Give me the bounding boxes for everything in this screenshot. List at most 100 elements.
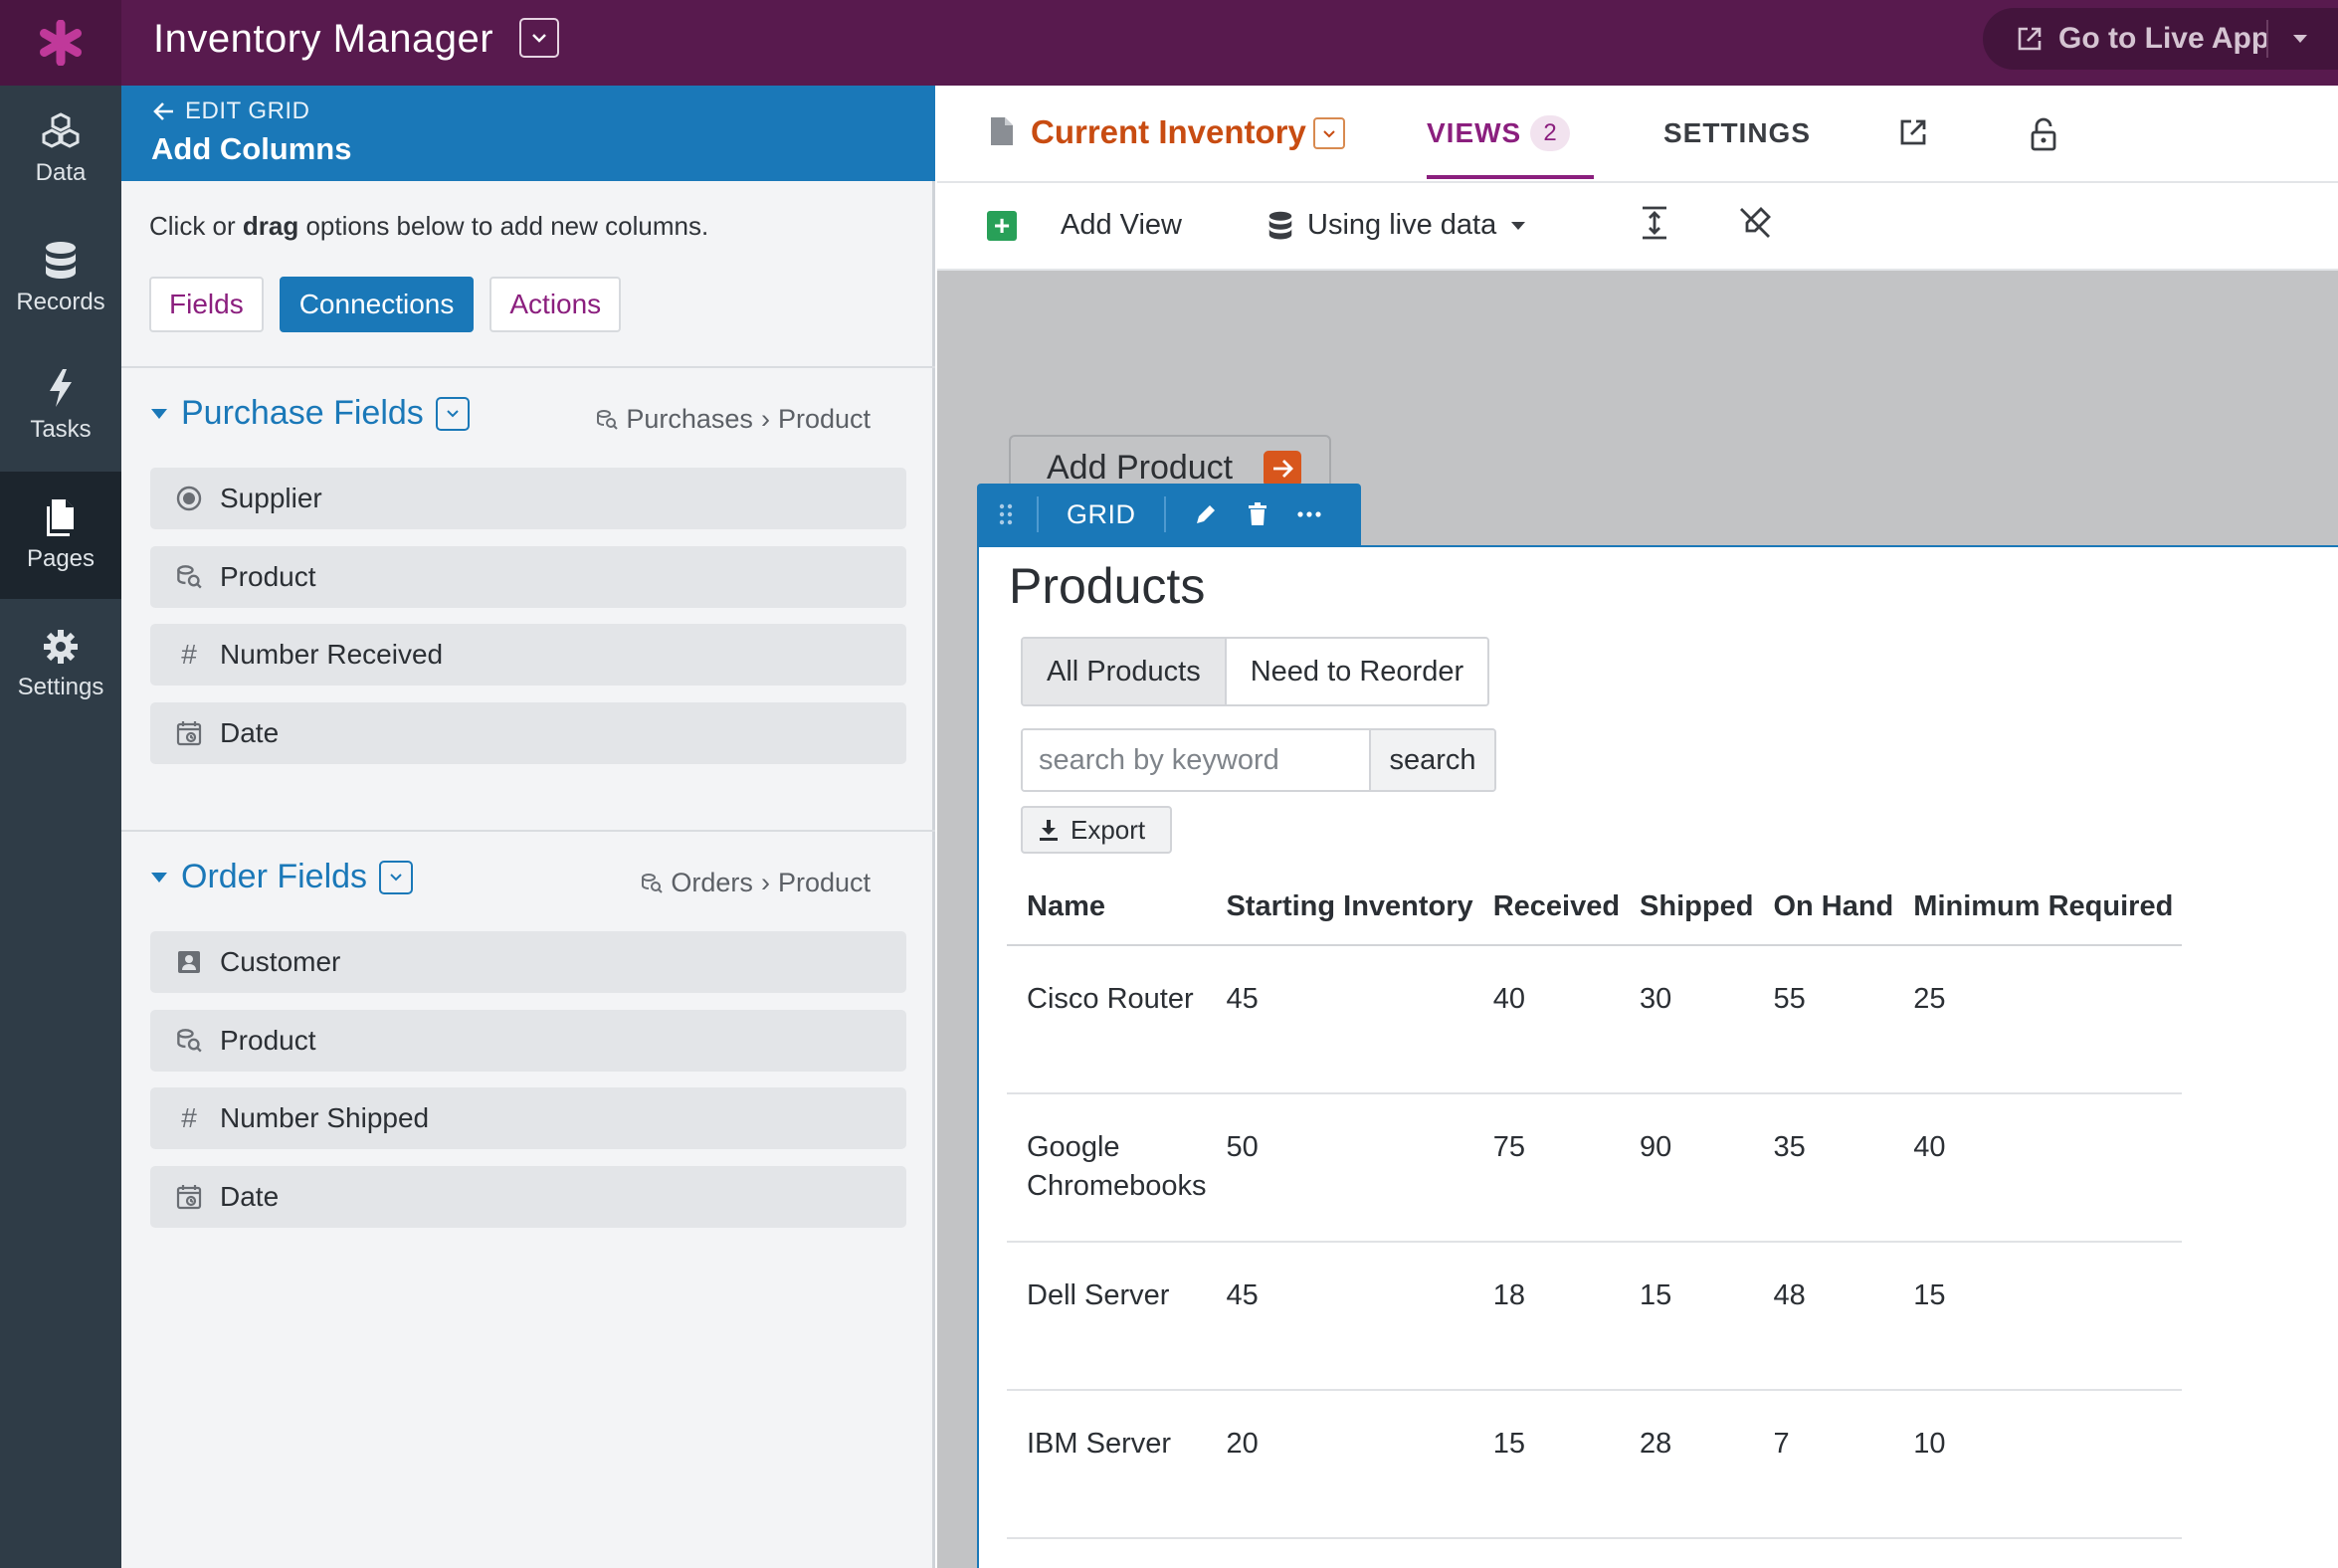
table-row[interactable]: IBM Server 20 15 28 7 10	[1007, 1390, 2183, 1539]
search-button[interactable]: search	[1369, 730, 1494, 790]
cell-minimum-required: 40	[1893, 1093, 2183, 1243]
database-icon	[46, 242, 76, 279]
table-row[interactable]: Cisco Router 45 40 30 55 25	[1007, 945, 2183, 1094]
field-date[interactable]: Date	[150, 1166, 906, 1228]
left-nav: Data Records Tasks Pages Settings	[0, 86, 121, 1568]
expand-height-icon[interactable]	[1640, 205, 1669, 241]
field-supplier[interactable]: Supplier	[150, 468, 906, 529]
table-row[interactable]: Dell Server 45 18 15 48 15	[1007, 1242, 2183, 1391]
field-customer[interactable]: Customer	[150, 931, 906, 993]
column-header-minimum-required[interactable]: Minimum Required	[1893, 870, 2183, 946]
field-date[interactable]: Date	[150, 702, 906, 764]
divider	[2266, 20, 2268, 58]
hash-icon: #	[181, 639, 197, 670]
cell-shipped: 28	[1620, 1390, 1754, 1539]
column-header-shipped[interactable]: Shipped	[1620, 870, 1754, 946]
order-fields-header[interactable]: Order Fields	[149, 858, 414, 896]
column-header-starting-inventory[interactable]: Starting Inventory	[1206, 870, 1473, 946]
divider	[121, 366, 935, 368]
search-input[interactable]	[1023, 730, 1369, 790]
live-data-dropdown[interactable]: Using live data	[1267, 209, 1526, 242]
caret-down-icon	[151, 408, 167, 419]
trash-icon[interactable]	[1248, 502, 1267, 526]
lock-icon[interactable]	[2030, 117, 2057, 151]
chevron-down-icon	[390, 874, 402, 882]
nav-item-data[interactable]: Data	[0, 86, 121, 213]
column-header-received[interactable]: Received	[1472, 870, 1621, 946]
nav-item-settings[interactable]: Settings	[0, 601, 121, 728]
view-title: Products	[1009, 558, 1206, 614]
asterisk-logo-icon	[40, 20, 82, 66]
hash-icon: #	[181, 1102, 197, 1133]
arrow-left-icon	[153, 102, 173, 120]
tab-views[interactable]: VIEWS	[1427, 117, 1522, 148]
breadcrumb-separator: ›	[760, 404, 770, 434]
path-source: Orders	[671, 868, 753, 897]
nav-label: Records	[16, 289, 105, 315]
purchase-fields-header[interactable]: Purchase Fields	[149, 394, 470, 433]
field-number-received[interactable]: # Number Received	[150, 624, 906, 686]
page-name[interactable]: Current Inventory	[1031, 113, 1306, 150]
plus-icon: +	[987, 210, 1017, 241]
column-header-on-hand[interactable]: On Hand	[1753, 870, 1894, 946]
field-product[interactable]: Product	[150, 546, 906, 608]
caret-down-icon[interactable]	[2291, 34, 2309, 44]
path-target: Product	[777, 404, 871, 434]
app-menu-dropdown[interactable]	[519, 18, 559, 58]
filter-need-to-reorder[interactable]: Need to Reorder	[1224, 639, 1488, 704]
cell-name: Dell Server	[1007, 1242, 1207, 1391]
live-data-label: Using live data	[1307, 209, 1497, 241]
more-options-icon[interactable]	[1296, 511, 1321, 517]
section-options-dropdown[interactable]	[435, 396, 470, 431]
field-label: Date	[220, 717, 280, 748]
cell-name: Cisco Router	[1007, 945, 1207, 1094]
field-label: Number Shipped	[220, 1102, 430, 1133]
breadcrumb-separator: ›	[760, 868, 770, 897]
app-logo[interactable]	[0, 0, 121, 86]
external-link-icon[interactable]	[1898, 117, 1928, 147]
section-options-dropdown[interactable]	[379, 860, 414, 894]
nav-item-records[interactable]: Records	[0, 215, 121, 342]
drag-handle-icon[interactable]	[999, 503, 1013, 525]
page-options-dropdown[interactable]	[1313, 117, 1345, 149]
table-row[interactable]: Google Chromebooks 50 75 90 35 40	[1007, 1093, 2183, 1243]
pencil-icon[interactable]	[1194, 502, 1218, 526]
connection-icon	[177, 1029, 202, 1053]
field-label: Product	[220, 1025, 316, 1056]
filter-all-products[interactable]: All Products	[1023, 639, 1225, 704]
cell-received: 40	[1472, 945, 1621, 1094]
back-to-edit-grid-link[interactable]: EDIT GRID	[153, 98, 309, 125]
download-icon	[1040, 820, 1058, 841]
products-table: Name Starting Inventory Received Shipped…	[1007, 870, 2183, 1539]
field-label: Date	[220, 1181, 280, 1212]
go-to-live-app-button[interactable]: Go to Live App	[1983, 8, 2338, 70]
tab-connections[interactable]: Connections	[279, 277, 475, 332]
nav-item-tasks[interactable]: Tasks	[0, 342, 121, 470]
page-canvas: Add Product GRID Products All Products N…	[937, 271, 2338, 1568]
tab-actions[interactable]: Actions	[489, 277, 622, 332]
field-product[interactable]: Product	[150, 1010, 906, 1072]
cell-shipped: 30	[1620, 945, 1754, 1094]
nav-item-pages[interactable]: Pages	[0, 472, 121, 599]
path-target: Product	[777, 868, 871, 897]
export-button[interactable]: Export	[1021, 806, 1172, 854]
connection-path: Orders › Product	[641, 868, 871, 898]
bolt-icon	[50, 369, 72, 407]
caret-down-icon	[1511, 221, 1526, 230]
view-toolbar: + Add View Using live data	[937, 183, 2338, 271]
design-brush-off-icon[interactable]	[1737, 205, 1773, 241]
external-link-icon	[2018, 27, 2042, 51]
tab-fields[interactable]: Fields	[149, 277, 264, 332]
tab-settings[interactable]: SETTINGS	[1663, 117, 1812, 148]
caret-down-icon	[151, 872, 167, 882]
panel-header: EDIT GRID Add Columns	[121, 86, 935, 181]
cell-on-hand: 7	[1753, 1390, 1894, 1539]
add-view-button[interactable]: + Add View	[987, 209, 1182, 242]
cell-name: IBM Server	[1007, 1390, 1207, 1539]
cubes-icon	[42, 112, 80, 148]
column-header-name[interactable]: Name	[1007, 870, 1207, 946]
field-number-shipped[interactable]: # Number Shipped	[150, 1087, 906, 1149]
cell-on-hand: 48	[1753, 1242, 1894, 1391]
contact-icon	[178, 951, 200, 973]
database-icon	[1268, 211, 1292, 239]
